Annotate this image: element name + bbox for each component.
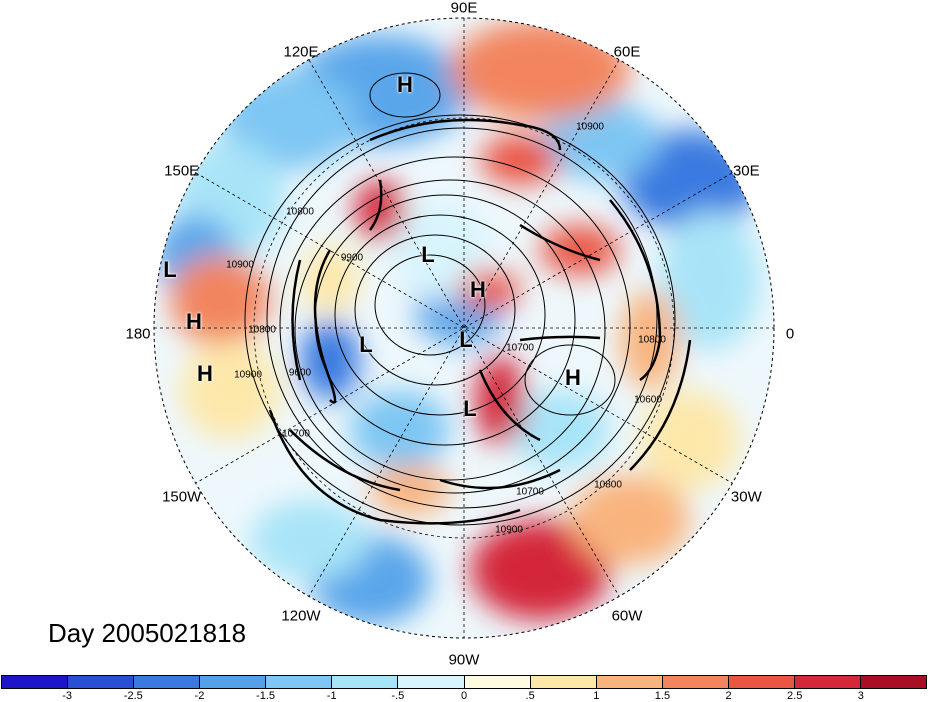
colorbar-swatch bbox=[662, 676, 729, 688]
contour-value-label: 10900 bbox=[495, 524, 523, 536]
high-pressure-marker: H bbox=[397, 72, 413, 97]
colorbar-swatch bbox=[861, 676, 927, 688]
colorbar-tick-label: .5 bbox=[525, 690, 535, 702]
colorbar-tick-label: 1.5 bbox=[654, 690, 671, 702]
colorbar-swatch bbox=[134, 676, 201, 688]
contour-value-label: 10800 bbox=[286, 206, 314, 218]
low-pressure-marker: L bbox=[459, 327, 473, 352]
contour-value-label: 9900 bbox=[340, 252, 364, 264]
longitude-label: 150E bbox=[164, 162, 200, 180]
colorbar-tick-label: 2.5 bbox=[787, 690, 803, 702]
high-pressure-marker: H bbox=[565, 365, 581, 390]
colorbar-swatch bbox=[728, 676, 795, 688]
longitude-label: 0 bbox=[785, 325, 795, 343]
graticule bbox=[154, 18, 774, 638]
high-pressure-marker: H bbox=[470, 277, 486, 302]
jet-contours bbox=[268, 118, 692, 525]
colorbar-swatch bbox=[266, 676, 333, 688]
low-pressure-marker: L bbox=[359, 332, 373, 357]
contour-value-label: 10700 bbox=[506, 342, 534, 354]
low-pressure-marker: L bbox=[163, 257, 177, 282]
contour-value-label: 10900 bbox=[226, 259, 254, 271]
colorbar-swatch bbox=[200, 676, 267, 688]
longitude-label: 150W bbox=[162, 488, 202, 506]
height-contours bbox=[244, 72, 676, 526]
colorbar-tick-label: 0 bbox=[460, 690, 468, 702]
longitude-label: 60E bbox=[613, 43, 641, 61]
colorbar bbox=[1, 675, 927, 689]
colorbar-tick-label: -1.5 bbox=[256, 690, 276, 702]
longitude-label: 120E bbox=[283, 43, 319, 61]
colorbar-tick-label: -2.5 bbox=[123, 690, 143, 702]
map-boundary bbox=[153, 17, 775, 639]
longitude-label: 60W bbox=[611, 607, 643, 625]
colorbar-tick-label: -3 bbox=[62, 690, 73, 702]
colorbar-tick-label: 1 bbox=[593, 690, 600, 702]
colorbar-tick-label: -1 bbox=[326, 690, 337, 702]
colorbar-tick-labels: -3 -2.5 -2 -1.5 -1 -.5 0 .5 1 1.5 2 2.5 3 bbox=[1, 690, 927, 702]
colorbar-tick-label: 3 bbox=[857, 690, 864, 702]
map-title: Day 2005021818 bbox=[48, 618, 247, 648]
low-pressure-marker: L bbox=[421, 242, 435, 267]
contour-value-label: 10700 bbox=[282, 428, 310, 440]
colorbar-swatch bbox=[68, 676, 135, 688]
colorbar-swatch bbox=[332, 676, 399, 688]
colorbar-swatch bbox=[2, 676, 69, 688]
colorbar-tick-label: 2 bbox=[725, 690, 732, 702]
longitude-label: 120W bbox=[281, 607, 321, 625]
longitude-label: 30W bbox=[730, 488, 762, 506]
colorbar-swatch bbox=[398, 676, 465, 688]
colorbar-swatch bbox=[794, 676, 862, 688]
contour-value-label: 10800 bbox=[248, 324, 276, 336]
contour-value-label: 10900 bbox=[234, 369, 262, 381]
colorbar-swatch bbox=[596, 676, 663, 688]
high-pressure-marker: H bbox=[197, 361, 213, 386]
colorbar-swatch bbox=[530, 676, 597, 688]
contour-value-label: 10700 bbox=[516, 486, 544, 498]
contour-value-label: 10800 bbox=[638, 334, 666, 346]
low-pressure-marker: L bbox=[463, 396, 477, 421]
longitude-label: 30E bbox=[732, 162, 760, 180]
polar-map bbox=[153, 17, 775, 639]
contour-value-label: 10600 bbox=[634, 394, 662, 406]
colorbar-tick-label: -2 bbox=[194, 690, 205, 702]
colorbar-swatch bbox=[464, 676, 531, 688]
longitude-label: 90E bbox=[450, 0, 478, 17]
longitude-label: 180 bbox=[125, 325, 151, 343]
high-pressure-marker: H bbox=[186, 309, 202, 334]
contour-value-label: 10800 bbox=[594, 479, 622, 491]
longitude-label: 90W bbox=[448, 651, 480, 669]
contour-value-label: 10900 bbox=[576, 121, 604, 133]
contour-value-label: 9600 bbox=[288, 367, 312, 379]
colorbar-tick-label: -.5 bbox=[391, 690, 405, 702]
